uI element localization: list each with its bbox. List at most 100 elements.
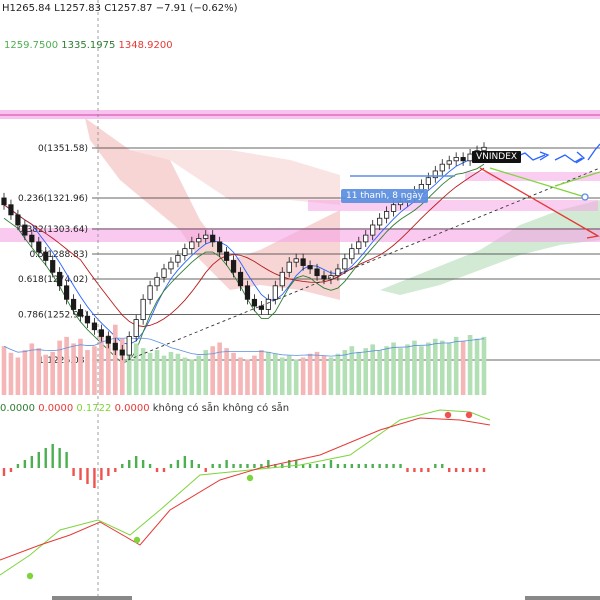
macd-signal-dot [133, 536, 141, 544]
ichimoku-cloud-red-top [130, 150, 340, 205]
volume-bar [474, 338, 480, 395]
macd-histogram-bar [308, 464, 312, 468]
candle-body [481, 146, 487, 152]
macd-histogram-bar [44, 448, 47, 468]
volume-bar [196, 355, 202, 395]
volume-bar [273, 353, 278, 395]
candle-body [265, 298, 271, 310]
candle-body [237, 271, 244, 287]
macd-histogram-bar [350, 464, 354, 468]
volume-bar [140, 348, 146, 395]
candle-body [432, 170, 438, 179]
candle-body [279, 271, 285, 287]
volume-bar [342, 350, 348, 395]
candle-body [119, 349, 125, 356]
volume-bar [71, 343, 76, 395]
macd-histogram-bar [169, 464, 173, 468]
volume-bar [433, 338, 438, 395]
fib-level-label: 1(1226.08) [38, 356, 88, 366]
candle-body [154, 276, 160, 287]
candle-body [321, 275, 327, 280]
volume-bar [15, 357, 21, 395]
macd-histogram-bar [427, 468, 430, 472]
pink-zone-small-1 [308, 200, 598, 211]
ichimoku-cloud-red [85, 118, 340, 300]
macd-histogram-bar [461, 468, 465, 472]
candle-body [439, 163, 445, 172]
volume-bar [231, 352, 236, 395]
volume-bar [57, 340, 62, 395]
macd-histogram-bar [239, 464, 242, 468]
macd-legend: 0.0000 0.0000 0.1722 0.0000 không có sẵn… [0, 403, 289, 414]
volume-bar [113, 324, 118, 395]
volume-bar [335, 353, 341, 395]
macd-histogram-bar [72, 468, 75, 476]
macd-histogram-bar [454, 468, 458, 472]
pink-zone-mid [0, 228, 600, 242]
macd-histogram-bar [267, 460, 270, 468]
candle-body [251, 298, 258, 307]
macd-histogram-bar [190, 460, 194, 468]
macd-value: 0.0000 [0, 403, 35, 414]
macd-histogram-bar [218, 464, 221, 468]
macd-histogram-bar [176, 460, 180, 468]
lagging-line [3, 163, 485, 364]
volume-bar [252, 355, 257, 395]
macd-signal-dot [465, 411, 473, 419]
volume-bar [106, 335, 111, 395]
macd-histogram-bar [343, 464, 347, 468]
time-scale-bar[interactable] [525, 596, 600, 600]
macd-histogram-bar [281, 464, 284, 468]
macd-histogram-bar [23, 460, 27, 468]
macd-histogram-bar [65, 452, 68, 468]
volume-bar [356, 351, 362, 395]
volume-bar [467, 335, 473, 395]
volume-bar [391, 342, 396, 395]
volume-bar [203, 350, 209, 395]
green-line [489, 167, 600, 201]
volume-bar [92, 346, 97, 395]
macd-histogram-bar [121, 464, 124, 468]
macd-histogram-bar [141, 460, 145, 468]
macd-histogram-bar [225, 460, 228, 468]
candle-body [425, 177, 431, 185]
range-tooltip: 11 thanh, 8 ngày [341, 189, 429, 203]
volume-bar [210, 346, 215, 395]
fib-level-label: 0.618(1274.02) [18, 275, 88, 285]
candle-body [328, 275, 334, 280]
candle-body [182, 248, 188, 256]
macd-signal-dot [26, 572, 34, 580]
candle-body [57, 271, 63, 287]
candle-body [272, 285, 278, 300]
macd-histogram-bar [482, 468, 486, 472]
macd-value: 0.0000 [114, 403, 150, 414]
candle-body [105, 336, 111, 344]
trend-dashed-line [127, 167, 600, 361]
candle-body [15, 214, 21, 226]
candle-body [356, 241, 362, 250]
macd-signal-dot [444, 411, 452, 419]
macd-histogram-bar [86, 468, 89, 484]
candle-body [112, 342, 118, 351]
candle-body [50, 260, 56, 273]
volume-bar [321, 355, 327, 395]
macd-value: 0.0000 [38, 403, 74, 414]
candle-body [258, 305, 264, 310]
candle-body [349, 248, 355, 260]
candle-body [300, 258, 306, 266]
macd-histogram-bar [107, 468, 110, 476]
volume-bar [481, 336, 487, 395]
volume-bar [147, 352, 153, 395]
time-scale-bar[interactable] [52, 596, 132, 600]
volume-bar [64, 336, 69, 395]
pink-zone-small-2 [465, 172, 600, 181]
pink-zone-top [0, 110, 600, 119]
volume-bar [398, 348, 403, 395]
ohlc-change: −7.91 (−0.62%) [155, 3, 238, 14]
macd-histogram-bar [155, 468, 159, 472]
volume-bar [217, 342, 222, 395]
volume-bar [189, 359, 195, 395]
macd-histogram-bar [301, 464, 305, 468]
macd-histogram-bar [246, 464, 249, 468]
